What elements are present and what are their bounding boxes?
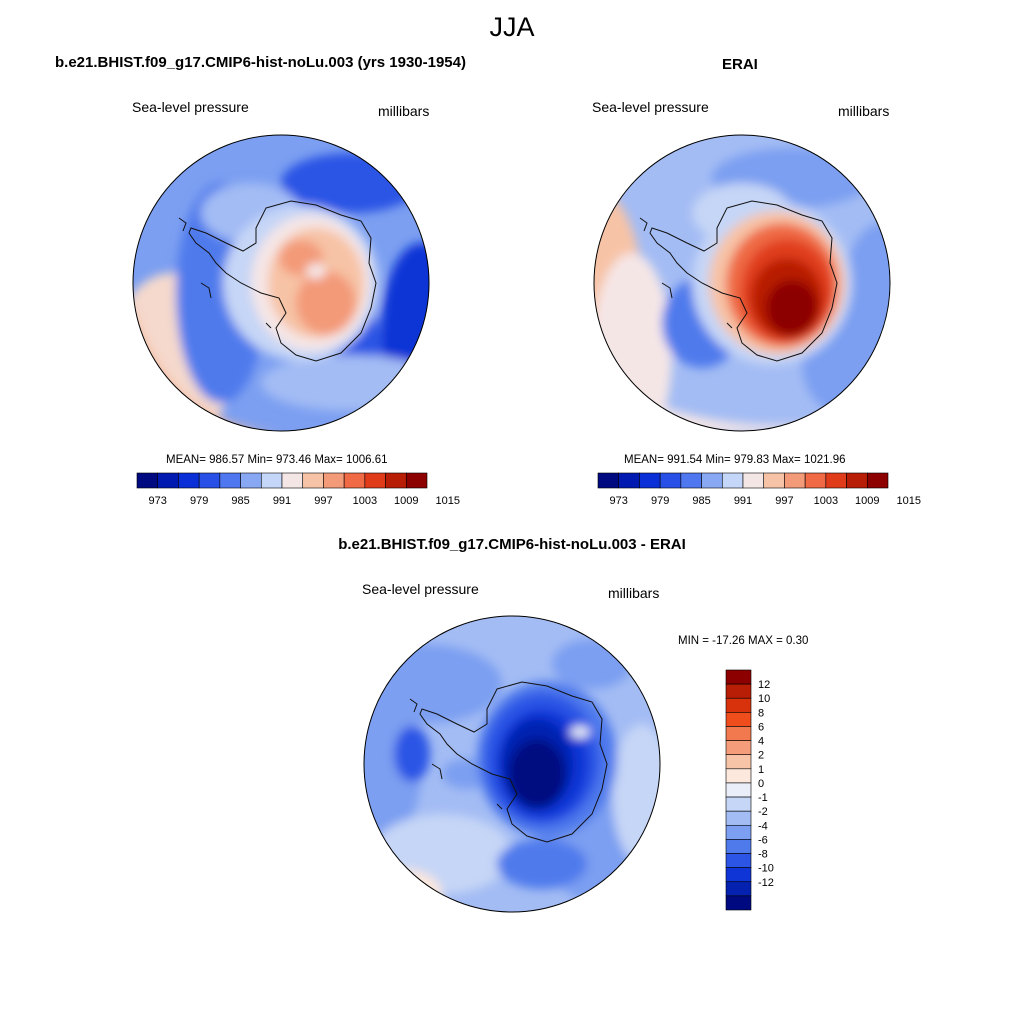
- model-colorbar-cell: [385, 472, 407, 489]
- obs-slp-map: [593, 134, 891, 432]
- model-units-label: millibars: [378, 103, 430, 119]
- diff-colorbar-cell: [725, 810, 752, 826]
- model-colorbar-label: 1015: [435, 495, 459, 507]
- model-colorbar-cell: [198, 472, 221, 489]
- diff-colorbar-cell: [725, 726, 752, 741]
- diff-colorbar-cell: [725, 881, 752, 897]
- model-variable-label: Sea-level pressure: [132, 99, 249, 115]
- obs-colorbar-label: 973: [610, 495, 628, 507]
- obs-colorbar-label: 1009: [855, 495, 879, 507]
- model-colorbar-label: 991: [273, 495, 291, 507]
- obs-colorbar-cell: [701, 472, 723, 489]
- model-colorbar-cell: [364, 472, 386, 489]
- model-colorbar-cell: [178, 472, 200, 489]
- obs-colorbar-cell: [618, 472, 640, 489]
- obs-colorbar-cell: [742, 472, 765, 489]
- model-colorbar-cell: [405, 472, 428, 489]
- diff-colorbar-label: -10: [758, 863, 774, 875]
- obs-colorbar-cell: [866, 472, 889, 489]
- diff-variable-label: Sea-level pressure: [362, 581, 479, 597]
- diff-colorbar-cell: [725, 782, 752, 798]
- diff-colorbar-label: -4: [758, 820, 768, 832]
- obs-colorbar-cell: [846, 472, 868, 489]
- diff-colorbar-cell: [725, 839, 752, 854]
- model-colorbar-cell: [219, 472, 241, 489]
- diff-colorbar-label: 12: [758, 679, 770, 691]
- model-colorbar-label: 979: [190, 495, 208, 507]
- diff-colorbar-cell: [725, 768, 752, 784]
- model-colorbar: 973 979 985 991 997 1003 1009 1015: [136, 472, 460, 507]
- model-colorbar-cell: [240, 472, 262, 489]
- diff-colorbar-cell: [725, 824, 752, 840]
- obs-colorbar-label: 985: [692, 495, 710, 507]
- diff-colorbar-cell: [725, 796, 752, 812]
- obs-colorbar-label: 997: [775, 495, 793, 507]
- model-colorbar-cell: [323, 472, 345, 489]
- diff-stats: MIN = -17.26 MAX = 0.30: [678, 635, 809, 647]
- diff-colorbar-label: 4: [758, 736, 764, 748]
- diff-colorbar-label: 8: [758, 707, 764, 719]
- obs-colorbar-cell: [597, 472, 620, 489]
- model-colorbar-label: 1003: [353, 495, 377, 507]
- model-slp-map: [132, 134, 430, 432]
- obs-colorbar-cell: [763, 472, 785, 489]
- model-stats: MEAN= 986.57 Min= 973.46 Max= 1006.61: [166, 454, 388, 466]
- diff-colorbar-label: -8: [758, 849, 768, 861]
- diff-colorbar-label: 6: [758, 721, 764, 733]
- diff-colorbar-label: 1: [758, 764, 764, 776]
- model-colorbar-cell: [302, 472, 324, 489]
- diff-units-label: millibars: [608, 585, 660, 601]
- diff-colorbar-cell: [725, 683, 752, 699]
- obs-colorbar-label: 1003: [814, 495, 838, 507]
- model-colorbar-cell: [136, 472, 159, 489]
- diff-panel-title: b.e21.BHIST.f09_g17.CMIP6-hist-noLu.003 …: [338, 536, 686, 553]
- diff-colorbar-cell: [725, 669, 752, 685]
- obs-colorbar-label: 979: [651, 495, 669, 507]
- diff-colorbar-cell: [725, 740, 752, 756]
- obs-colorbar-label: 991: [734, 495, 752, 507]
- diff-colorbar-label: -2: [758, 806, 768, 818]
- diff-colorbar-label: 10: [758, 693, 770, 705]
- diff-colorbar-cell: [725, 867, 752, 883]
- diff-slp-map: [363, 615, 661, 913]
- diff-colorbar-label: -1: [758, 792, 768, 804]
- model-colorbar-label: 973: [149, 495, 167, 507]
- obs-variable-label: Sea-level pressure: [592, 99, 709, 115]
- diff-colorbar-label: -6: [758, 834, 768, 846]
- obs-colorbar-cell: [659, 472, 682, 489]
- model-colorbar-label: 985: [231, 495, 249, 507]
- obs-colorbar-cell: [825, 472, 847, 489]
- obs-colorbar-cell: [804, 472, 827, 489]
- model-colorbar-cell: [281, 472, 304, 489]
- obs-colorbar-cell: [721, 472, 744, 489]
- diff-colorbar-cell: [725, 712, 752, 727]
- model-panel-title: b.e21.BHIST.f09_g17.CMIP6-hist-noLu.003 …: [55, 54, 466, 71]
- model-colorbar-label: 997: [314, 495, 332, 507]
- obs-colorbar-cell: [784, 472, 806, 489]
- diff-colorbar-cell: [725, 895, 752, 911]
- season-title: JJA: [489, 12, 535, 42]
- model-colorbar-label: 1009: [394, 495, 418, 507]
- obs-colorbar-label: 1015: [896, 495, 920, 507]
- model-colorbar-cell: [157, 472, 179, 489]
- diff-colorbar-cell: [725, 853, 752, 868]
- model-colorbar-cell: [260, 472, 283, 489]
- obs-colorbar-cell: [680, 472, 702, 489]
- model-colorbar-cell: [343, 472, 366, 489]
- diff-colorbar-label: 0: [758, 778, 764, 790]
- obs-colorbar-cell: [639, 472, 661, 489]
- diff-colorbar-cell: [725, 697, 752, 713]
- obs-stats: MEAN= 991.54 Min= 979.83 Max= 1021.96: [624, 454, 846, 466]
- obs-units-label: millibars: [838, 103, 890, 119]
- obs-panel-title: ERAI: [722, 56, 758, 73]
- diff-colorbar-cell: [725, 754, 752, 770]
- diff-colorbar-label: 2: [758, 750, 764, 762]
- diff-colorbar-label: -12: [758, 877, 774, 889]
- obs-colorbar: 973 979 985 991 997 1003 1009 1015: [597, 472, 921, 507]
